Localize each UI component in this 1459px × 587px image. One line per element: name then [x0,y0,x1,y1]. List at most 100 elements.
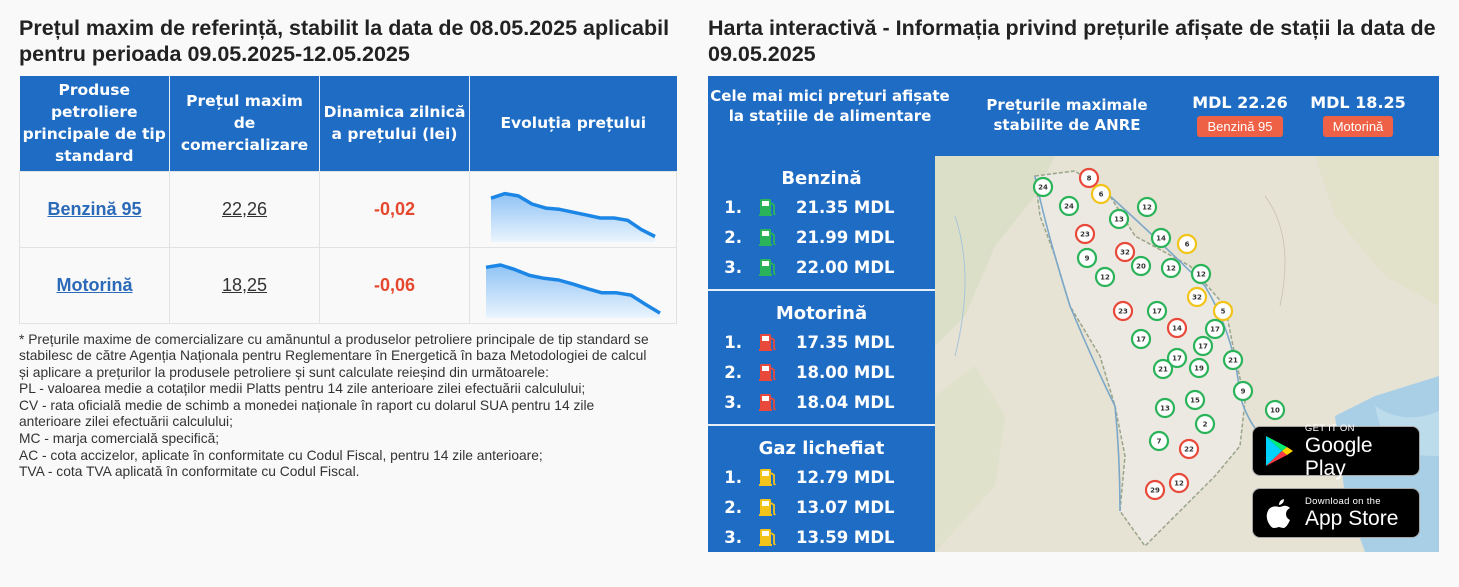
station-cluster-marker[interactable]: 8 [1078,167,1100,189]
list-item[interactable]: 2. 18.00 MDL [708,357,935,387]
station-cluster-marker[interactable]: 17 [1166,347,1188,369]
max-price-benzina: MDL 22.26 Benzină 95 [1192,92,1288,137]
max-price-value: 18,25 [169,246,320,324]
list-item[interactable]: 1. 21.35 MDL [708,192,935,222]
station-cluster-marker[interactable]: 21 [1152,358,1174,380]
list-item[interactable]: 3. 18.04 MDL [708,387,935,417]
station-cluster-marker[interactable]: 29 [1144,479,1166,501]
station-cluster-marker[interactable]: 6 [1176,233,1198,255]
fuel-name: Motorină [775,303,868,324]
lowest-prices-list: Benzină 1. 21.35 MDL 2. 21.99 MDL 3. 22.00 … [708,156,935,552]
sparkline-line [485,263,661,315]
fuel-badge-benzina: Benzină 95 [1197,116,1283,137]
station-count-label: 5 [1221,308,1226,316]
station-cluster-marker[interactable]: 17 [1192,335,1214,357]
fuel-pump-icon [754,392,782,412]
fuel-badge-motorina: Motorină [1322,116,1394,137]
station-count-label: 32 [1192,294,1202,302]
app-store-small-text: Download on the [1305,496,1381,507]
station-count-label: 9 [1241,388,1246,396]
station-cluster-marker[interactable]: 21 [1222,349,1244,371]
rank: 1. [724,332,742,352]
station-count-label: 17 [1198,343,1208,351]
station-cluster-marker[interactable]: 24 [1058,195,1080,217]
reference-price-table: Produse petroliere principale de tip sta… [19,76,677,324]
station-cluster-marker[interactable]: 15 [1184,389,1206,411]
station-cluster-marker[interactable]: 20 [1130,255,1152,277]
sparkline-line [490,191,656,239]
list-item[interactable]: 1. 17.35 MDL [708,327,935,357]
station-cluster-marker[interactable]: 13 [1108,208,1130,230]
station-cluster-marker[interactable]: 6 [1090,183,1112,205]
header-daily-dynamics: Dinamica zilnică a prețului (lei) [319,76,470,171]
product-link-motorina[interactable]: Motorină [56,274,133,295]
station-count-label: 12 [1196,271,1206,279]
stations-map[interactable]: 24 8 6 24 13 12 23 14 6 32 9 20 12 12 12 32 23 17 5 17 14 17 1… [935,156,1439,552]
product-link-benzina[interactable]: Benzină 95 [47,198,142,219]
station-cluster-marker[interactable]: 7 [1148,430,1170,452]
list-item[interactable]: 1. 12.79 MDL [708,462,935,492]
station-cluster-marker[interactable]: 12 [1094,266,1116,288]
price-trend-sparkline [490,191,656,242]
fuel-block-benzina: Benzină 1. 21.35 MDL 2. 21.99 MDL 3. 22.00 … [708,156,935,291]
station-cluster-marker[interactable]: 17 [1146,300,1168,322]
price-value: 13.07 MDL [796,497,895,517]
station-count-label: 14 [1156,235,1166,243]
fuel-pump-icon [754,332,782,352]
station-cluster-marker[interactable]: 9 [1076,247,1098,269]
station-count-label: 19 [1194,365,1204,373]
station-cluster-marker[interactable]: 10 [1264,399,1286,421]
station-cluster-marker[interactable]: 14 [1166,317,1188,339]
price-value: 18.04 MDL [796,392,895,412]
station-cluster-marker[interactable]: 13 [1154,397,1176,419]
station-cluster-marker[interactable]: 17 [1204,318,1226,340]
daily-dynamics-value: -0,02 [319,170,470,248]
apple-icon [1253,497,1305,529]
station-cluster-marker[interactable]: 12 [1160,257,1182,279]
station-cluster-marker[interactable]: 12 [1136,196,1158,218]
station-count-label: 21 [1158,366,1168,374]
list-item[interactable]: 2. 13.07 MDL [708,492,935,522]
station-cluster-marker[interactable]: 32 [1114,241,1136,263]
station-count-label: 17 [1152,308,1162,316]
station-count-label: 15 [1190,397,1200,405]
reference-price-panel: Prețul maxim de referință, stabilit la d… [19,15,677,481]
station-count-label: 8 [1087,175,1092,183]
list-item[interactable]: 3. 22.00 MDL [708,252,935,282]
google-play-big-text: Google Play [1304,433,1373,480]
price-value: 17.35 MDL [796,332,895,352]
fuel-pump-icon [754,497,782,517]
note-line: AC - cota accizelor, aplicate în conform… [19,447,543,463]
daily-dynamics-value: -0,06 [319,246,470,324]
rank: 1. [724,197,742,217]
station-cluster-marker[interactable]: 22 [1178,438,1200,460]
station-count-label: 21 [1228,357,1238,365]
price-value: 13.59 MDL [796,527,895,547]
app-store-button[interactable]: Download on the App Store [1252,488,1420,538]
fuel-block-motorina: Motorină 1. 17.35 MDL 2. 18.00 MDL 3. 18.04… [708,291,935,426]
station-count-label: 23 [1080,231,1090,239]
google-play-button[interactable]: GET IT ON Google Play [1252,423,1420,480]
rank: 2. [724,227,742,247]
max-price-motorina-value: MDL 18.25 [1310,93,1406,112]
station-cluster-marker[interactable]: 14 [1150,227,1172,249]
list-item[interactable]: 3. 13.59 MDL [708,522,935,552]
station-cluster-marker[interactable]: 5 [1212,300,1234,322]
station-count-label: 13 [1114,216,1124,224]
station-cluster-marker[interactable]: 23 [1074,223,1096,245]
station-count-label: 24 [1038,184,1048,192]
station-cluster-marker[interactable]: 12 [1190,263,1212,285]
station-cluster-marker[interactable]: 2 [1194,413,1216,435]
station-cluster-marker[interactable]: 24 [1032,176,1054,198]
station-count-label: 12 [1142,204,1152,212]
list-item[interactable]: 2. 21.99 MDL [708,222,935,252]
lowest-prices-label: Cele mai mici prețuri afișate la stațiil… [710,87,950,125]
station-cluster-marker[interactable]: 9 [1232,380,1254,402]
station-cluster-marker[interactable]: 12 [1168,472,1190,494]
station-count-label: 17 [1136,336,1146,344]
station-cluster-marker[interactable]: 19 [1188,357,1210,379]
station-cluster-marker[interactable]: 17 [1130,328,1152,350]
station-cluster-marker[interactable]: 23 [1112,300,1134,322]
station-cluster-marker[interactable]: 32 [1186,286,1208,308]
